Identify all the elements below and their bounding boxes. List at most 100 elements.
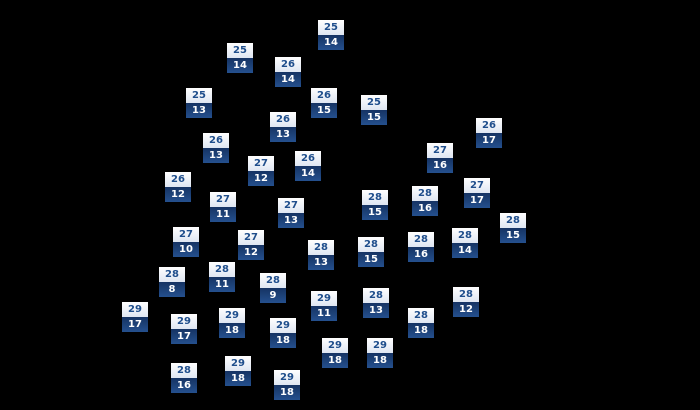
marker-top-value: 26: [270, 112, 296, 127]
data-point-marker: 29 17: [122, 302, 148, 332]
data-point-marker: 28 9: [260, 273, 286, 303]
marker-top-value: 26: [295, 151, 321, 166]
marker-top-value: 26: [476, 118, 502, 133]
marker-bottom-value: 17: [122, 317, 148, 332]
data-point-marker: 25 14: [227, 43, 253, 73]
marker-bottom-value: 13: [308, 255, 334, 270]
marker-bottom-value: 15: [361, 110, 387, 125]
marker-bottom-value: 13: [270, 127, 296, 142]
marker-bottom-value: 12: [238, 245, 264, 260]
data-point-marker: 26 14: [275, 57, 301, 87]
marker-bottom-value: 16: [408, 247, 434, 262]
marker-top-value: 28: [209, 262, 235, 277]
marker-bottom-value: 17: [464, 193, 490, 208]
data-point-marker: 27 10: [173, 227, 199, 257]
marker-bottom-value: 13: [186, 103, 212, 118]
data-point-marker: 29 18: [322, 338, 348, 368]
marker-top-value: 29: [270, 318, 296, 333]
marker-top-value: 27: [427, 143, 453, 158]
marker-bottom-value: 10: [173, 242, 199, 257]
marker-bottom-value: 13: [363, 303, 389, 318]
marker-top-value: 28: [408, 232, 434, 247]
marker-bottom-value: 18: [322, 353, 348, 368]
marker-top-value: 27: [238, 230, 264, 245]
data-point-marker: 27 11: [210, 192, 236, 222]
marker-top-value: 28: [358, 237, 384, 252]
marker-bottom-value: 14: [295, 166, 321, 181]
marker-top-value: 28: [452, 228, 478, 243]
marker-bottom-value: 17: [171, 329, 197, 344]
data-point-marker: 28 16: [171, 363, 197, 393]
data-point-marker: 29 18: [367, 338, 393, 368]
marker-top-value: 29: [219, 308, 245, 323]
marker-top-value: 29: [367, 338, 393, 353]
data-point-marker: 26 13: [270, 112, 296, 142]
marker-top-value: 25: [227, 43, 253, 58]
marker-bottom-value: 18: [367, 353, 393, 368]
marker-top-value: 25: [318, 20, 344, 35]
data-point-marker: 26 17: [476, 118, 502, 148]
marker-bottom-value: 11: [210, 207, 236, 222]
marker-bottom-value: 16: [412, 201, 438, 216]
marker-top-value: 26: [203, 133, 229, 148]
marker-top-value: 28: [308, 240, 334, 255]
data-point-marker: 28 16: [408, 232, 434, 262]
data-point-marker: 26 15: [311, 88, 337, 118]
data-point-marker: 28 14: [452, 228, 478, 258]
marker-bottom-value: 18: [225, 371, 251, 386]
data-point-marker: 29 18: [225, 356, 251, 386]
marker-bottom-value: 18: [219, 323, 245, 338]
marker-top-value: 26: [311, 88, 337, 103]
marker-bottom-value: 16: [427, 158, 453, 173]
data-point-marker: 28 8: [159, 267, 185, 297]
marker-top-value: 25: [361, 95, 387, 110]
data-point-marker: 28 15: [362, 190, 388, 220]
marker-top-value: 28: [362, 190, 388, 205]
marker-top-value: 27: [173, 227, 199, 242]
marker-top-value: 28: [500, 213, 526, 228]
data-point-marker: 28 13: [308, 240, 334, 270]
marker-top-value: 27: [278, 198, 304, 213]
data-point-marker: 28 13: [363, 288, 389, 318]
data-point-marker: 28 12: [453, 287, 479, 317]
marker-top-value: 29: [322, 338, 348, 353]
data-point-marker: 27 17: [464, 178, 490, 208]
marker-bottom-value: 11: [311, 306, 337, 321]
marker-top-value: 29: [171, 314, 197, 329]
data-point-marker: 26 13: [203, 133, 229, 163]
data-point-marker: 27 12: [238, 230, 264, 260]
data-point-marker: 26 14: [295, 151, 321, 181]
marker-top-value: 29: [274, 370, 300, 385]
data-point-marker: 29 18: [219, 308, 245, 338]
marker-top-value: 28: [412, 186, 438, 201]
marker-top-value: 28: [408, 308, 434, 323]
data-point-marker: 27 16: [427, 143, 453, 173]
data-point-marker: 25 14: [318, 20, 344, 50]
marker-bottom-value: 14: [318, 35, 344, 50]
marker-bottom-value: 9: [260, 288, 286, 303]
marker-bottom-value: 15: [500, 228, 526, 243]
data-point-marker: 28 16: [412, 186, 438, 216]
data-point-marker: 28 11: [209, 262, 235, 292]
data-point-marker: 28 18: [408, 308, 434, 338]
marker-bottom-value: 18: [274, 385, 300, 400]
data-point-marker: 28 15: [358, 237, 384, 267]
marker-bottom-value: 11: [209, 277, 235, 292]
data-point-marker: 28 15: [500, 213, 526, 243]
marker-top-value: 28: [363, 288, 389, 303]
data-point-marker: 27 13: [278, 198, 304, 228]
marker-bottom-value: 12: [453, 302, 479, 317]
marker-bottom-value: 13: [203, 148, 229, 163]
marker-top-value: 28: [171, 363, 197, 378]
marker-top-value: 25: [186, 88, 212, 103]
marker-bottom-value: 14: [227, 58, 253, 73]
data-point-marker: 25 15: [361, 95, 387, 125]
marker-top-value: 26: [275, 57, 301, 72]
data-point-marker: 29 11: [311, 291, 337, 321]
marker-bottom-value: 16: [171, 378, 197, 393]
marker-bottom-value: 15: [358, 252, 384, 267]
marker-top-value: 29: [122, 302, 148, 317]
marker-top-value: 27: [248, 156, 274, 171]
marker-bottom-value: 14: [452, 243, 478, 258]
